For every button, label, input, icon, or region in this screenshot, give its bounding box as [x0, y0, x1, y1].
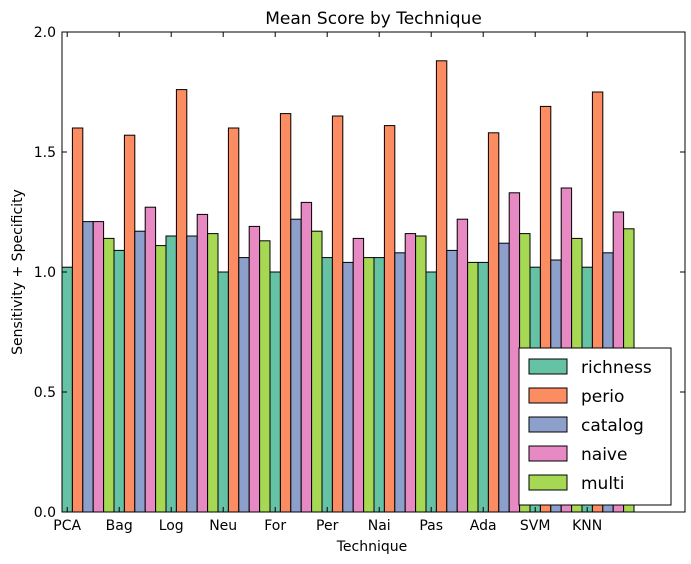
bar-naive-log — [196, 213, 209, 513]
bar-richness-log — [165, 235, 177, 513]
bar-naive-for — [300, 201, 313, 513]
legend-label-richness: richness — [581, 358, 652, 378]
bar-multi-bag — [155, 245, 167, 513]
y-axis-label: Sensitivity + Specificity — [10, 189, 26, 355]
bar-richness-for — [269, 271, 281, 513]
x-tick-label: Neu — [209, 518, 237, 534]
bar-multi-nai — [415, 235, 427, 513]
bar-catalog-pca — [82, 221, 94, 513]
legend-label-perio: perio — [581, 387, 624, 407]
bar-richness-ada — [477, 261, 489, 513]
bar-richness-nai — [373, 257, 385, 513]
bar-catalog-nai — [394, 252, 406, 513]
bar-catalog-per — [342, 261, 354, 513]
bar-multi-per — [363, 257, 375, 513]
legend: richness perio catalog naive multi — [518, 347, 672, 506]
legend-label-multi: multi — [581, 474, 624, 494]
bar-perio-ada — [487, 132, 500, 513]
legend-swatch-catalog — [528, 416, 568, 433]
y-tick-label: 2.0 — [34, 25, 56, 41]
y-tick-label: 1.0 — [34, 265, 56, 281]
bar-naive-nai — [404, 233, 417, 513]
x-axis-label: Technique — [336, 539, 408, 555]
x-tick-label: Ada — [470, 518, 497, 534]
bar-richness-bag — [113, 249, 125, 513]
bar-catalog-bag — [134, 230, 146, 513]
bar-catalog-neu — [238, 257, 250, 513]
bar-multi-neu — [259, 240, 271, 513]
legend-swatch-richness — [528, 358, 568, 375]
legend-label-naive: naive — [581, 445, 627, 465]
bar-perio-for — [279, 113, 292, 513]
x-tick-label: For — [264, 518, 286, 534]
bar-perio-neu — [227, 127, 240, 513]
bar-multi-log — [207, 233, 219, 513]
legend-swatch-multi — [528, 474, 568, 491]
legend-swatch-perio — [528, 387, 568, 404]
bar-multi-pas — [467, 261, 479, 513]
x-tick-label: Nai — [368, 518, 391, 534]
bar-catalog-ada — [498, 242, 510, 513]
x-tick-label: Log — [159, 518, 184, 534]
bar-perio-log — [175, 89, 188, 513]
bar-richness-pas — [425, 271, 437, 513]
x-tick-label: Pas — [419, 518, 443, 534]
bar-perio-bag — [123, 134, 136, 513]
chart-title: Mean Score by Technique — [265, 9, 482, 29]
bar-perio-per — [331, 115, 344, 513]
legend-label-catalog: catalog — [581, 416, 644, 436]
x-tick-label: SVM — [520, 518, 551, 534]
x-tick-label: Bag — [106, 518, 133, 534]
y-tick-label: 1.5 — [34, 145, 56, 161]
x-tick-label: KNN — [572, 518, 602, 534]
bar-naive-pas — [456, 218, 469, 513]
bar-perio-pas — [435, 60, 448, 513]
legend-swatch-naive — [528, 445, 568, 462]
ticks-group: 0.0 0.5 1.0 1.5 2.0 PCA Bag Log Neu For Per Nai Pas A… — [34, 25, 685, 534]
bar-perio-pca — [71, 127, 84, 513]
bar-catalog-for — [290, 218, 302, 513]
bar-perio-nai — [383, 125, 396, 513]
y-tick-label: 0.5 — [34, 385, 56, 401]
bar-naive-bag — [144, 206, 157, 513]
bar-multi-pca — [103, 237, 115, 513]
bar-richness-pca — [61, 266, 73, 513]
x-tick-label: PCA — [53, 518, 81, 534]
bar-catalog-pas — [446, 249, 458, 513]
bar-naive-per — [352, 237, 365, 513]
y-tick-label: 0.0 — [34, 505, 56, 521]
bar-multi-for — [311, 230, 323, 513]
bar-richness-neu — [217, 271, 229, 513]
bar-naive-ada — [508, 192, 521, 513]
x-tick-label: Per — [316, 518, 339, 534]
bar-naive-neu — [248, 225, 261, 513]
bar-naive-pca — [92, 221, 105, 513]
bar-richness-per — [321, 257, 333, 513]
bar-catalog-log — [186, 235, 198, 513]
